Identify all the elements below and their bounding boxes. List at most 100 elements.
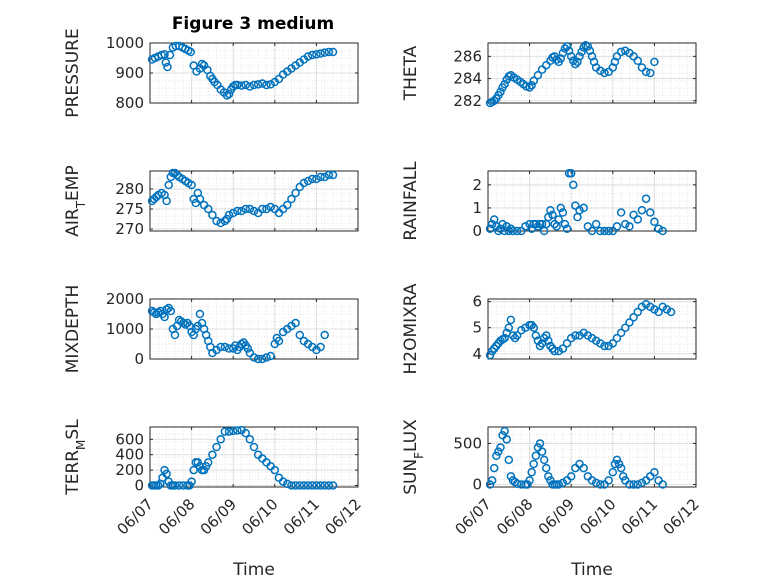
- data-point: [633, 56, 643, 66]
- data-series: [147, 425, 338, 490]
- data-point: [504, 226, 514, 236]
- data-point: [560, 219, 570, 229]
- data-point: [216, 435, 225, 444]
- data-point: [312, 174, 321, 184]
- y-axis-label: THETA: [401, 45, 421, 101]
- subplot-air-temp: 270 275 280 AIRTEMP: [63, 165, 359, 238]
- data-point: [546, 205, 555, 215]
- data-point: [494, 226, 503, 236]
- data-point: [203, 204, 213, 214]
- y-tick-label: 600: [115, 430, 144, 448]
- data-point: [164, 180, 173, 190]
- data-point: [502, 435, 511, 444]
- data-point: [560, 44, 570, 53]
- data-point: [291, 481, 300, 490]
- data-point: [489, 463, 499, 473]
- data-point: [249, 206, 259, 216]
- data-point: [525, 476, 534, 485]
- data-point: [625, 222, 634, 231]
- data-point: [233, 206, 242, 216]
- data-point: [241, 204, 250, 214]
- data-point: [637, 302, 647, 312]
- data-point: [195, 309, 205, 319]
- data-point: [258, 79, 267, 88]
- y-tick-label: 1000: [106, 34, 144, 52]
- data-point: [324, 481, 334, 490]
- data-point: [161, 58, 171, 67]
- data-point: [295, 481, 305, 490]
- data-point: [258, 354, 267, 364]
- data-point: [262, 204, 271, 214]
- data-point: [328, 47, 338, 57]
- data-point: [575, 205, 584, 215]
- subplot-h2omixra: 4 5 6 H2OMIXRA: [401, 283, 697, 375]
- data-point: [558, 208, 568, 217]
- data-point: [237, 206, 246, 216]
- data-point: [500, 426, 509, 436]
- data-point: [494, 447, 503, 456]
- data-point: [328, 481, 338, 490]
- data-point: [262, 80, 271, 90]
- data-point: [253, 80, 263, 89]
- data-point: [249, 353, 259, 362]
- data-point: [654, 224, 663, 233]
- data-point: [562, 42, 572, 51]
- data-point: [616, 463, 626, 473]
- data-point: [502, 222, 511, 231]
- data-point: [575, 331, 584, 340]
- data-point: [487, 219, 497, 229]
- data-point: [212, 442, 221, 452]
- data-point: [233, 426, 242, 435]
- data-point: [320, 172, 329, 182]
- data-point: [621, 323, 630, 332]
- data-point: [266, 351, 275, 361]
- data-point: [496, 443, 505, 452]
- data-point: [575, 52, 584, 61]
- data-point: [629, 480, 638, 489]
- data-point: [541, 60, 551, 70]
- data-point: [303, 481, 313, 490]
- data-point: [583, 331, 593, 340]
- data-point: [608, 339, 618, 348]
- data-point: [596, 226, 605, 236]
- y-tick-label: 4: [472, 345, 482, 363]
- data-point: [170, 330, 180, 340]
- figure-title: Figure 3 medium: [172, 14, 334, 34]
- y-tick-label: 1000: [106, 320, 144, 338]
- y-tick-label: 6: [472, 293, 482, 311]
- data-point: [604, 476, 613, 485]
- data-series: [485, 426, 667, 489]
- data-point: [245, 82, 255, 91]
- data-point: [179, 481, 188, 490]
- data-point: [645, 302, 655, 312]
- data-point: [529, 459, 539, 469]
- data-point: [274, 336, 284, 346]
- y-axis-label: PRESSURE: [63, 28, 83, 117]
- data-point: [160, 50, 169, 59]
- data-point: [258, 204, 267, 214]
- y-axis-label: H2OMIXRA: [401, 283, 421, 374]
- data-point: [299, 178, 309, 188]
- data-point: [658, 480, 667, 489]
- data-point: [517, 226, 526, 236]
- data-point: [312, 481, 321, 490]
- axes-box: [487, 42, 697, 104]
- data-point: [291, 318, 300, 328]
- data-point: [554, 480, 563, 489]
- data-point: [245, 435, 255, 444]
- data-point: [224, 89, 234, 99]
- data-point: [228, 82, 238, 91]
- data-point: [633, 307, 643, 317]
- data-point: [600, 226, 609, 236]
- data-point: [533, 222, 543, 231]
- data-point: [506, 472, 516, 481]
- data-point: [274, 74, 284, 84]
- data-point: [654, 307, 663, 317]
- data-point: [504, 323, 514, 332]
- data-point: [492, 451, 501, 461]
- minor-grid: [488, 427, 696, 487]
- data-point: [612, 222, 622, 231]
- data-point: [556, 203, 566, 213]
- data-point: [496, 87, 505, 97]
